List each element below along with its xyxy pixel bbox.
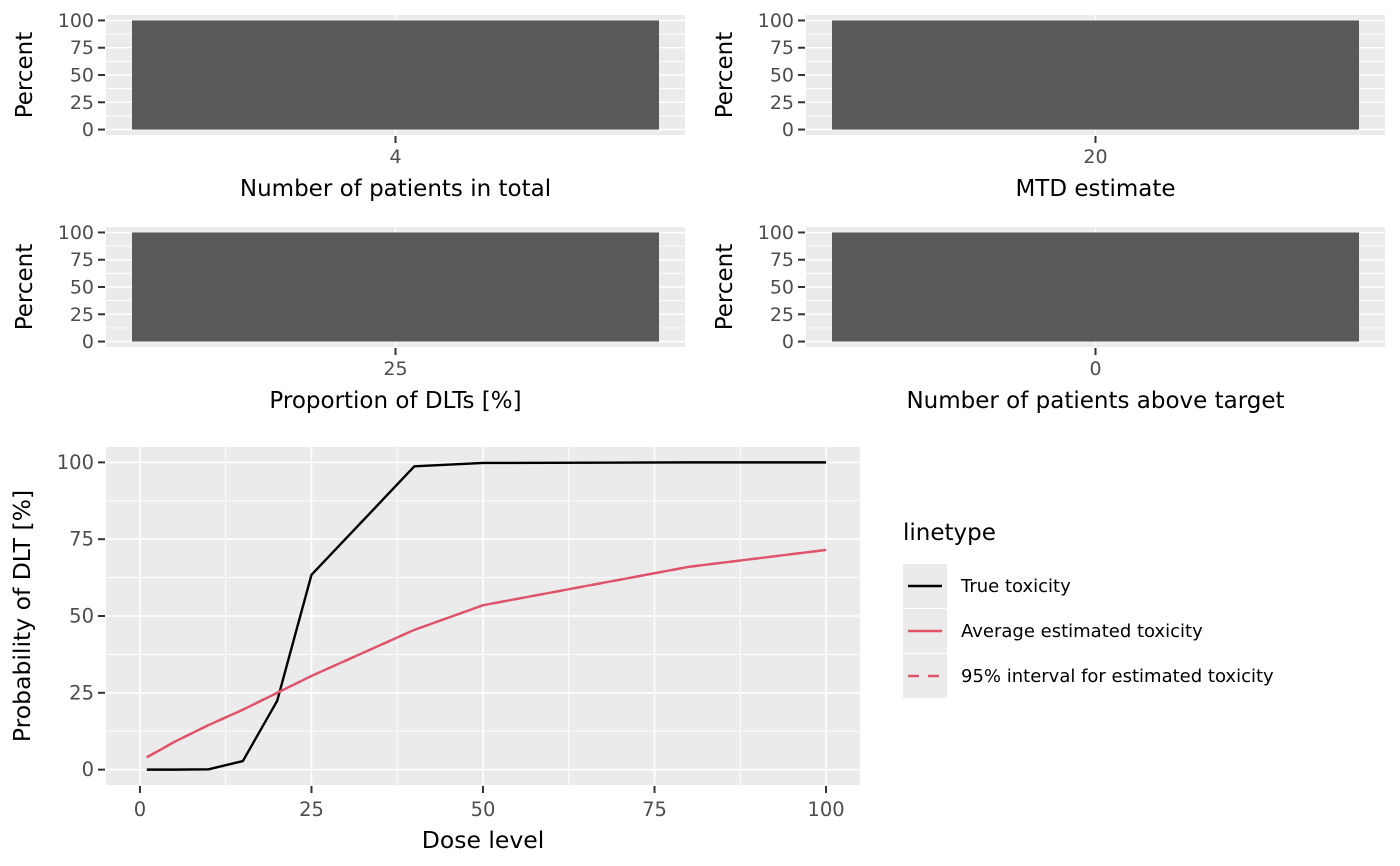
legend-entry-label: Average estimated toxicity [961, 620, 1203, 642]
y-tick-label: 50 [770, 277, 794, 299]
y-tick-label: 0 [82, 758, 94, 781]
line-chart-legend: linetype True toxicity Average estimated… [903, 520, 1274, 699]
x-tick-label: 25 [383, 358, 407, 380]
y-axis-title: Probability of DLT [%] [8, 490, 36, 742]
x-tick-label: 0 [134, 798, 146, 821]
y-tick-label: 75 [70, 37, 94, 59]
bar [132, 232, 659, 342]
average-estimated-toxicity-line-sample [903, 609, 947, 653]
x-tick-label: 75 [642, 798, 667, 821]
y-tick-label: 50 [70, 65, 94, 87]
legend-title: linetype [903, 520, 996, 546]
y-axis-title: Percent [12, 32, 38, 119]
x-axis-title: MTD estimate [1015, 176, 1175, 202]
legend-entry-average-estimated-toxicity: Average estimated toxicity [903, 609, 1274, 653]
y-tick-label: 50 [70, 277, 94, 299]
y-tick-label: 25 [770, 304, 794, 326]
bar [132, 20, 659, 130]
y-tick-label: 25 [70, 92, 94, 114]
y-tick-label: 25 [69, 681, 94, 704]
y-axis-title: Percent [712, 32, 738, 119]
x-tick-label: 20 [1083, 146, 1107, 168]
y-tick-label: 75 [770, 249, 794, 271]
y-tick-label: 0 [82, 119, 94, 141]
bar-chart-proportion-of-dlts: 0 25 50 75 100 25 Percent Proportion of DLTs [%… [12, 222, 685, 414]
y-tick-label: 0 [782, 331, 794, 353]
legend-entry-label: 95% interval for estimated toxicity [961, 665, 1274, 687]
x-axis-title: Proportion of DLTs [%] [269, 388, 521, 414]
legend-entry-label: True toxicity [961, 575, 1071, 597]
y-tick-label: 25 [770, 92, 794, 114]
x-axis-title: Number of patients in total [240, 176, 551, 202]
y-tick-label: 0 [782, 119, 794, 141]
x-axis-title: Dose level [422, 826, 545, 854]
x-tick-label: 0 [1089, 358, 1101, 380]
x-tick-label: 25 [299, 798, 324, 821]
y-tick-label: 50 [69, 605, 94, 628]
y-tick-label: 0 [82, 331, 94, 353]
x-tick-label: 50 [471, 798, 496, 821]
true-toxicity-line-sample [903, 564, 947, 608]
y-tick-label: 50 [770, 65, 794, 87]
legend-entry-true-toxicity: True toxicity [903, 564, 1274, 608]
legend-entry-95-interval: 95% interval for estimated toxicity [903, 654, 1274, 698]
y-tick-label: 100 [57, 451, 94, 474]
bar [832, 20, 1359, 130]
y-tick-label: 75 [770, 37, 794, 59]
y-tick-label: 75 [69, 528, 94, 551]
series-line-95-interval-for-estimated-toxicity [146, 548, 827, 759]
y-axis-title: Percent [712, 244, 738, 331]
bar-chart-mtd-estimate: 0 25 50 75 100 20 Percent MTD estimate [712, 10, 1385, 202]
line-chart-probability-of-dlt: 0 25 50 75 100 0 25 50 75 100 Dose level Probabilit… [8, 447, 860, 854]
y-tick-label: 100 [58, 10, 94, 32]
x-tick-label: 4 [389, 146, 401, 168]
y-tick-label: 100 [58, 222, 94, 244]
x-tick-label: 100 [807, 798, 844, 821]
interval-estimated-toxicity-line-sample [903, 654, 947, 698]
y-tick-label: 100 [758, 10, 794, 32]
bar [832, 232, 1359, 342]
y-tick-label: 100 [758, 222, 794, 244]
y-axis-title: Percent [12, 244, 38, 331]
x-axis-title: Number of patients above target [906, 388, 1284, 414]
y-tick-label: 75 [70, 249, 94, 271]
series-line-true-toxicity [146, 461, 827, 771]
bar-chart-number-of-patients-in-total: 0 25 50 75 100 4 Percent Number of patients in … [12, 10, 685, 202]
bar-chart-patients-above-target: 0 25 50 75 100 0 Percent Number of patients abo… [712, 222, 1385, 414]
y-tick-label: 25 [70, 304, 94, 326]
